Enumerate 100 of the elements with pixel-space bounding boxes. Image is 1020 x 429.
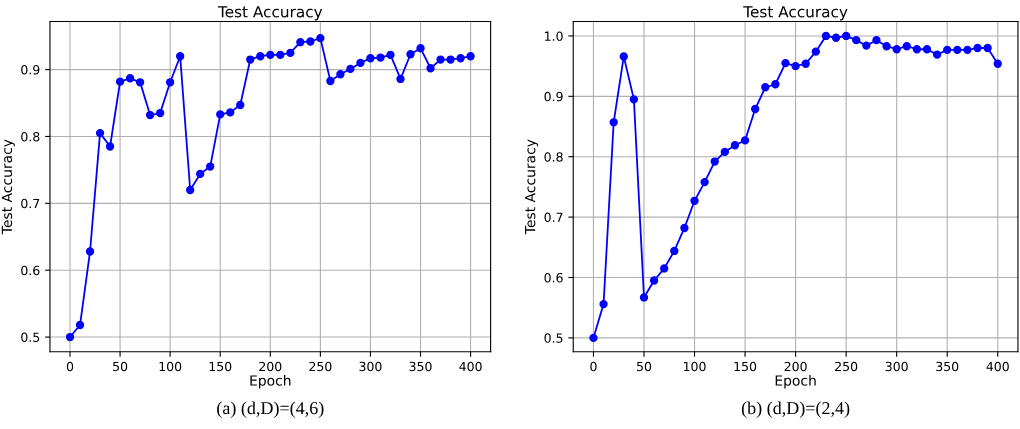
- point: [953, 45, 962, 55]
- point: [589, 333, 598, 343]
- point: [416, 44, 425, 53]
- point: [609, 118, 618, 127]
- point: [426, 64, 435, 73]
- y-tick-label: 0.9: [21, 65, 40, 75]
- point: [236, 100, 245, 110]
- point: [973, 43, 982, 53]
- point: [730, 141, 740, 150]
- x-axis-title: Epoch: [775, 374, 816, 389]
- point: [670, 246, 679, 256]
- point: [710, 157, 719, 166]
- x-tick-label: 250: [835, 361, 858, 372]
- point: [176, 52, 185, 61]
- x-tick-label: 200: [784, 361, 807, 372]
- point: [771, 80, 780, 89]
- chart-title: Test Accuracy: [217, 6, 323, 21]
- point: [740, 136, 750, 145]
- point: [619, 52, 628, 61]
- point: [892, 45, 901, 54]
- y-tick-label: 0.6: [544, 272, 563, 283]
- point: [386, 50, 395, 60]
- point: [296, 38, 305, 47]
- point: [216, 110, 225, 119]
- point: [983, 43, 992, 53]
- point: [256, 52, 265, 61]
- point: [690, 196, 699, 205]
- x-tick-label: 150: [734, 361, 757, 372]
- point: [165, 78, 175, 87]
- point: [306, 37, 315, 46]
- point: [366, 54, 375, 63]
- point: [206, 162, 215, 171]
- point: [761, 83, 770, 92]
- point: [95, 128, 105, 138]
- y-tick-label: 1.0: [545, 31, 563, 41]
- x-tick-label: 50: [113, 361, 128, 372]
- y-axis-title: Test Accuracy: [1, 139, 15, 235]
- point: [186, 185, 195, 195]
- point: [720, 147, 730, 157]
- point: [872, 36, 881, 45]
- point: [660, 264, 669, 273]
- point: [993, 59, 1002, 68]
- point: [125, 74, 135, 83]
- point: [912, 45, 922, 54]
- point: [599, 299, 608, 309]
- point: [376, 53, 385, 62]
- point: [406, 50, 415, 59]
- text: (b) (d,D)=(2,4): [741, 401, 850, 418]
- point: [639, 293, 649, 302]
- x-tick-label: 200: [259, 361, 282, 372]
- point: [852, 36, 861, 45]
- point: [65, 332, 75, 342]
- x-tick-label: 400: [986, 361, 1009, 372]
- x-tick-label: 100: [159, 361, 182, 372]
- x-tick-label: 150: [209, 361, 232, 372]
- point: [145, 110, 155, 120]
- point: [811, 47, 820, 56]
- y-tick-label: 0.9: [544, 91, 563, 102]
- point: [862, 41, 871, 50]
- point: [456, 54, 465, 63]
- point: [135, 78, 145, 87]
- point: [316, 33, 325, 43]
- x-tick-label: 250: [309, 361, 332, 372]
- point: [326, 76, 335, 86]
- point: [446, 55, 455, 64]
- x-tick-label: 300: [359, 361, 382, 372]
- point: [396, 74, 405, 84]
- point: [932, 50, 942, 59]
- point: [801, 59, 810, 68]
- point: [791, 61, 800, 71]
- y-tick-label: 0.6: [21, 265, 40, 276]
- point: [902, 42, 911, 51]
- point: [266, 50, 275, 60]
- point: [436, 55, 445, 64]
- y-tick-label: 0.8: [544, 152, 563, 162]
- point: [105, 142, 115, 151]
- point: [346, 64, 355, 74]
- x-tick-label: 50: [637, 361, 652, 372]
- x-tick-label: 350: [409, 361, 432, 372]
- point: [196, 169, 205, 179]
- text: (a) (d,D)=(4,6): [217, 401, 324, 418]
- x-tick-label: 400: [459, 361, 482, 372]
- point: [75, 320, 85, 330]
- y-tick-label: 0.8: [21, 131, 40, 142]
- x-tick-label: 350: [936, 361, 959, 372]
- y-tick-label: 0.5: [21, 332, 40, 342]
- point: [466, 52, 475, 61]
- point: [356, 58, 365, 68]
- point: [751, 104, 760, 114]
- point: [276, 50, 285, 60]
- x-tick-label: 0: [66, 361, 74, 372]
- point: [963, 45, 972, 55]
- x-tick-label: 100: [683, 361, 706, 372]
- point: [336, 70, 345, 79]
- point: [286, 48, 295, 58]
- point: [943, 45, 952, 55]
- point: [841, 31, 851, 41]
- point: [155, 108, 165, 118]
- point: [882, 42, 891, 51]
- point: [831, 33, 841, 42]
